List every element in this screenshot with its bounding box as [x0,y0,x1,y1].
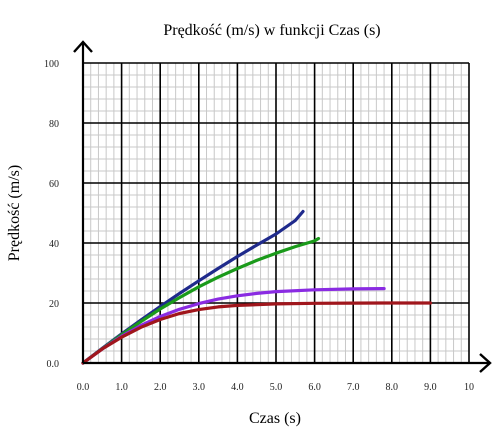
x-tick-label: 0.0 [77,382,90,393]
series-layer [81,209,432,365]
series-line-2 [81,236,321,365]
y-tick-label: 60 [49,179,59,190]
x-tick-label: 4.0 [231,382,244,393]
x-tick-label: 8.0 [386,382,399,393]
axes [73,40,492,373]
y-tick-label: 100 [44,59,59,70]
chart-title: Prędkość (m/s) w funkcji Czas (s) [163,22,380,39]
x-tick-label: 1.0 [115,382,128,393]
x-tick-label: 7.0 [347,382,360,393]
x-tick-label: 10 [464,382,474,393]
x-axis-label: Czas (s) [249,410,301,427]
x-tick-label: 6.0 [308,382,321,393]
y-axis-label: Prędkość (m/s) [6,165,23,261]
y-tick-label: 20 [49,299,59,310]
major-grid [82,62,470,364]
x-tick-label: 2.0 [154,382,167,393]
x-tick-label: 5.0 [270,382,283,393]
x-axis-arrow [479,353,492,373]
y-axis-arrow [73,40,93,53]
series-line-4 [81,301,432,365]
x-tick-label: 3.0 [193,382,206,393]
x-tick-labels: 0.0 1.0 2.0 3.0 4.0 5.0 6.0 7.0 8.0 9.0 10 [77,382,474,393]
series-line-3 [81,287,386,365]
y-tick-label: 40 [49,239,59,250]
y-tick-label: 0.0 [47,359,60,370]
y-tick-label: 80 [49,119,59,130]
y-tick-labels: 0.0 20 40 60 80 100 [44,59,59,370]
x-tick-label: 9.0 [424,382,437,393]
